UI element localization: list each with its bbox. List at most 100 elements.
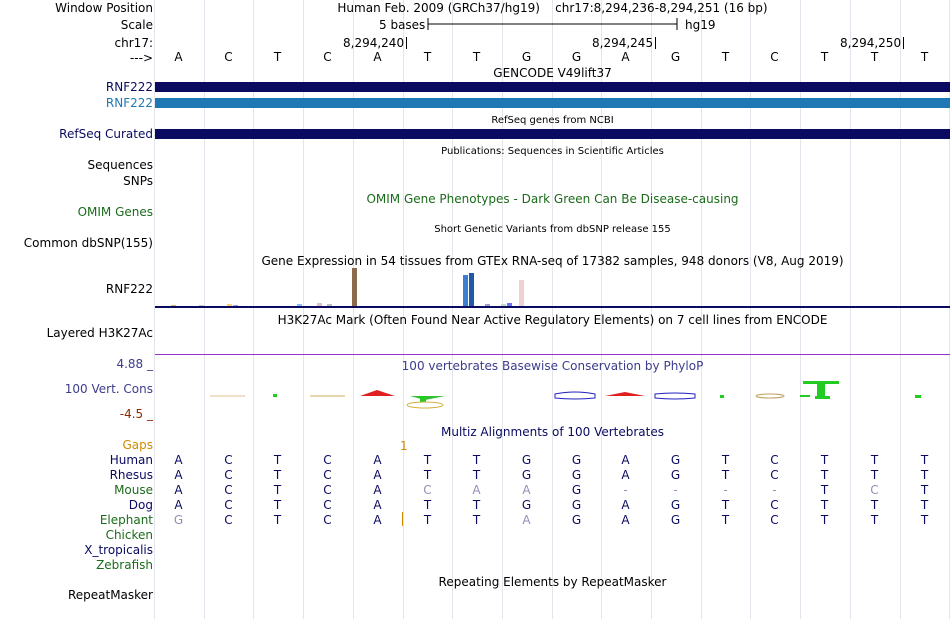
alignment-base: C [224,453,233,467]
cons-track-label[interactable]: 100 Vert. Cons [64,382,153,396]
grid-line [552,0,553,619]
gencode-track-title: GENCODE V49lift37 [493,66,612,80]
species-human-label[interactable]: Human [109,453,153,467]
alignment-base: T [820,453,829,467]
alignment-base: A [621,498,630,512]
alignment-base: A [373,453,382,467]
refseq-curated-label[interactable]: RefSeq Curated [59,127,153,141]
alignment-base: C [224,513,233,527]
refseq-rnf222-bar[interactable] [155,129,950,139]
gtex-tissue-bar[interactable] [519,280,524,306]
grid-line [850,0,851,619]
gtex-bar-chart[interactable] [155,268,950,306]
gtex-tissue-bar[interactable] [327,304,332,306]
position-text[interactable]: chr17:8,294,236-8,294,251 (16 bp) [555,1,768,15]
species-dog-label[interactable]: Dog [128,498,153,512]
grid-line [204,0,205,619]
gtex-tissue-bar[interactable] [507,303,512,306]
alignment-base: A [373,513,382,527]
grid-line [750,0,751,619]
alignment-base: G [571,468,582,482]
sequences-label[interactable]: Sequences [87,158,153,172]
alignment-base: G [670,453,681,467]
gaps-label[interactable]: Gaps [122,438,153,452]
grid-line [701,0,702,619]
snps-label[interactable]: SNPs [123,174,153,188]
species-chicken-label[interactable]: Chicken [105,528,153,542]
gencode-rnf222-bar-1[interactable] [155,82,950,92]
species-mouse-label[interactable]: Mouse [114,483,153,497]
alignment-base: A [373,498,382,512]
alignment-base: T [423,498,432,512]
genome-browser-image[interactable]: Human Feb. 2009 (GRCh37/hg19) chr17:8,29… [154,0,950,619]
gtex-tissue-bar[interactable] [297,304,302,306]
alignment-base: T [273,453,282,467]
layered-h3k27ac-label[interactable]: Layered H3K27Ac [46,326,153,340]
gencode-rnf222-label-2[interactable]: RNF222 [105,96,153,110]
grid-line [253,0,254,619]
grid-line [502,0,503,619]
omim-genes-label[interactable]: OMIM Genes [77,205,153,219]
gtex-tissue-bar[interactable] [233,305,238,306]
alignment-base: T [820,513,829,527]
gencode-rnf222-label-1[interactable]: RNF222 [105,80,153,94]
alignment-base: T [273,468,282,482]
scale-bar [427,18,678,30]
alignment-base: T [472,498,481,512]
alignment-base: C [323,453,332,467]
gtex-tissue-bar[interactable] [485,304,490,306]
alignment-base: T [472,513,481,527]
species-elephant-label[interactable]: Elephant [99,513,153,527]
species-zebrafish-label[interactable]: Zebrafish [96,558,153,572]
phylop-conservation-plot[interactable] [155,376,950,412]
cons-min-label[interactable]: -4.5 _ [119,407,153,421]
species-xtropicalis-label[interactable]: X_tropicalis [84,543,153,557]
alignment-base: T [820,498,829,512]
alignment-base: T [920,453,929,467]
gtex-tissue-bar[interactable] [199,305,204,306]
h3k27ac-signal-line[interactable] [155,354,950,355]
grid-line [403,0,404,619]
alignment-base: C [770,453,779,467]
alignment-base: A [621,513,630,527]
gtex-tissue-bar[interactable] [501,304,506,306]
dbsnp-track-title: Short Genetic Variants from dbSNP releas… [434,224,671,235]
gtex-tissue-bar[interactable] [463,275,468,306]
gencode-rnf222-bar-2[interactable] [155,98,950,108]
scale-label[interactable]: Scale [120,18,153,32]
strand-label[interactable]: ---> [129,51,153,65]
reference-base: T [870,50,879,64]
gtex-tissue-bar[interactable] [227,304,232,306]
alignment-base: T [870,513,879,527]
alignment-base: T [721,453,730,467]
alignment-base: C [323,498,332,512]
alignment-base: T [721,468,730,482]
chrom-label[interactable]: chr17: [114,36,153,50]
reference-base: G [571,50,582,64]
reference-base: T [721,50,730,64]
assembly-text: Human Feb. 2009 (GRCh37/hg19) [337,1,540,15]
repeatmasker-label[interactable]: RepeatMasker [67,588,153,602]
common-dbsnp-label[interactable]: Common dbSNP(155) [23,236,153,250]
reference-base: A [621,50,630,64]
gtex-tissue-bar[interactable] [317,303,322,306]
window-position-label[interactable]: Window Position [55,1,153,15]
gtex-rnf222-label[interactable]: RNF222 [105,282,153,296]
alignment-base: C [770,513,779,527]
reference-base: A [174,50,183,64]
gtex-tissue-bar[interactable] [171,305,176,306]
gtex-tissue-bar[interactable] [352,268,357,306]
cons-track-title: 100 vertebrates Basewise Conservation by… [401,359,704,373]
species-rhesus-label[interactable]: Rhesus [109,468,153,482]
grid-line [601,0,602,619]
cons-max-label[interactable]: 4.88 _ [116,357,153,371]
gtex-tissue-bar[interactable] [469,273,474,306]
alignment-base: G [521,498,532,512]
reference-base: C [323,50,332,64]
grid-line [353,0,354,619]
window-position-header: Human Feb. 2009 (GRCh37/hg19) chr17:8,29… [155,1,950,15]
alignment-base: T [721,513,730,527]
alignment-base: T [721,498,730,512]
alignment-base: A [174,498,183,512]
alignment-base: T [870,468,879,482]
